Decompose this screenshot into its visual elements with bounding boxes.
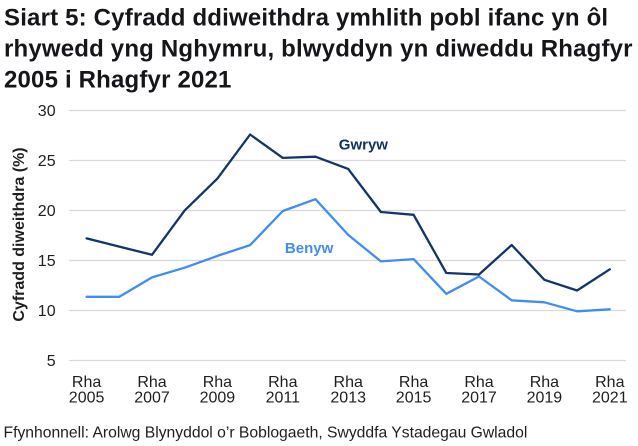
svg-text:Siart 5: Cyfradd ddiweithdra y: Siart 5: Cyfradd ddiweithdra ymhlith pob… <box>4 5 608 32</box>
svg-text:Gwryw: Gwryw <box>339 136 389 153</box>
svg-text:25: 25 <box>38 153 56 170</box>
svg-text:20: 20 <box>38 203 56 220</box>
svg-text:2005 i Rhagfyr 2021: 2005 i Rhagfyr 2021 <box>4 67 232 94</box>
svg-text:Ffynhonnell: Arolwg Blynyddol: Ffynhonnell: Arolwg Blynyddol o’r Boblog… <box>4 424 528 441</box>
svg-text:Benyw: Benyw <box>285 240 334 257</box>
svg-text:10: 10 <box>38 303 56 320</box>
svg-text:Cyfradd diweithdra (%): Cyfradd diweithdra (%) <box>11 147 28 321</box>
svg-text:5: 5 <box>47 353 56 370</box>
svg-text:30: 30 <box>38 103 56 120</box>
svg-text:15: 15 <box>38 253 56 270</box>
svg-text:rhywedd yng Nghymru, blwyddyn: rhywedd yng Nghymru, blwyddyn yn diweddu… <box>4 36 633 63</box>
